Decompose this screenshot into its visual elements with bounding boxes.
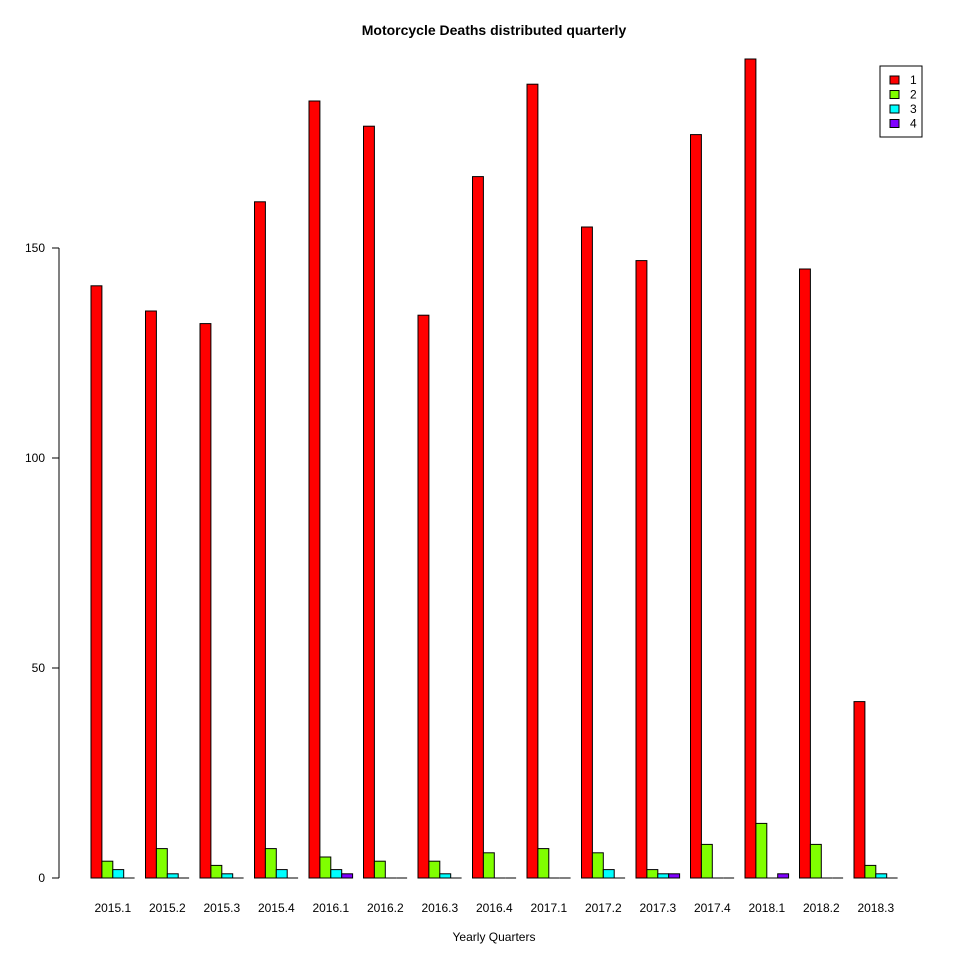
bars xyxy=(90,58,898,879)
x-tick-label: 2015.4 xyxy=(258,901,295,915)
bar-group xyxy=(472,176,517,879)
x-axis-title: Yearly Quarters xyxy=(453,930,536,944)
bar-group xyxy=(145,310,190,879)
bar xyxy=(744,58,757,879)
bar-group xyxy=(690,134,735,879)
bar xyxy=(254,201,266,879)
bar xyxy=(428,860,441,879)
bar-group xyxy=(90,285,135,879)
x-tick-label: 2016.2 xyxy=(367,901,404,915)
bar xyxy=(700,843,713,879)
bar-group xyxy=(363,125,408,879)
bar xyxy=(646,869,659,879)
bar xyxy=(690,134,702,879)
bar-group xyxy=(853,701,898,879)
bar xyxy=(90,285,103,879)
x-tick-label: 2016.3 xyxy=(421,901,458,915)
bar xyxy=(472,176,484,879)
bar xyxy=(809,843,822,879)
bar xyxy=(668,873,681,879)
bar-group xyxy=(526,83,571,879)
legend-label: 2 xyxy=(910,88,917,102)
x-tick-labels: 2015.1 2015.2 2015.3 2015.4 2016.1 2016.2 2016… xyxy=(94,901,894,915)
bar-group xyxy=(635,260,681,879)
x-tick-label: 2017.1 xyxy=(530,901,567,915)
y-axis: 0 50 100 150 xyxy=(25,241,60,885)
bar xyxy=(145,310,157,879)
bar-group xyxy=(799,268,844,879)
x-tick-label: 2015.1 xyxy=(94,901,131,915)
bar xyxy=(439,873,452,879)
x-tick-label: 2017.2 xyxy=(585,901,622,915)
x-tick-label: 2016.1 xyxy=(312,901,349,915)
legend-label: 1 xyxy=(910,73,917,87)
bar xyxy=(755,822,768,879)
legend-swatch xyxy=(889,104,900,114)
y-tick-label: 100 xyxy=(25,451,45,465)
bar xyxy=(166,873,179,879)
bar xyxy=(330,869,343,879)
chart-title: Motorcycle Deaths distributed quarterly xyxy=(362,22,627,38)
bar xyxy=(319,856,332,879)
legend-box xyxy=(879,65,923,138)
y-tick-label: 150 xyxy=(25,241,45,255)
bar xyxy=(602,869,615,879)
bar xyxy=(373,860,386,879)
legend-label: 3 xyxy=(910,102,917,116)
x-tick-label: 2018.3 xyxy=(857,901,894,915)
bar xyxy=(591,852,604,879)
bar xyxy=(417,314,430,879)
bar xyxy=(853,701,866,879)
bar xyxy=(341,873,354,879)
legend-item: 4 xyxy=(889,117,917,131)
bar xyxy=(635,260,648,879)
bar xyxy=(199,323,212,879)
x-tick-label: 2016.4 xyxy=(476,901,513,915)
bar xyxy=(363,125,375,879)
y-tick-label: 50 xyxy=(32,661,46,675)
legend-item: 3 xyxy=(889,102,917,116)
y-tick-label: 0 xyxy=(38,871,45,885)
bar xyxy=(155,848,168,879)
bar xyxy=(875,873,888,879)
x-tick-label: 2018.2 xyxy=(803,901,840,915)
legend-swatch xyxy=(889,75,900,85)
legend-swatch xyxy=(889,90,900,99)
legend-label: 4 xyxy=(910,117,917,131)
x-tick-label: 2018.1 xyxy=(748,901,785,915)
bar xyxy=(308,100,321,879)
bar xyxy=(864,864,877,879)
bar xyxy=(275,869,288,879)
bar xyxy=(112,869,125,879)
bar xyxy=(210,864,223,879)
x-tick-label: 2017.3 xyxy=(639,901,676,915)
bar-group xyxy=(199,323,244,879)
bar xyxy=(221,873,234,879)
bar-group xyxy=(581,226,626,879)
legend-swatch xyxy=(889,119,900,128)
x-tick-label: 2015.2 xyxy=(149,901,186,915)
bar-group xyxy=(308,100,354,879)
bar xyxy=(537,848,550,879)
bar xyxy=(264,848,277,879)
bar xyxy=(657,873,670,879)
bar-group xyxy=(744,58,790,879)
bar xyxy=(777,873,790,879)
bar xyxy=(101,860,114,879)
bar xyxy=(581,226,593,879)
bar-group xyxy=(254,201,299,879)
legend-item: 1 xyxy=(889,73,917,87)
bar xyxy=(526,83,539,879)
bar xyxy=(482,852,495,879)
bar-group xyxy=(417,314,462,879)
bar xyxy=(799,268,811,879)
x-tick-label: 2017.4 xyxy=(694,901,731,915)
legend-item: 2 xyxy=(889,88,917,102)
x-tick-label: 2015.3 xyxy=(203,901,240,915)
